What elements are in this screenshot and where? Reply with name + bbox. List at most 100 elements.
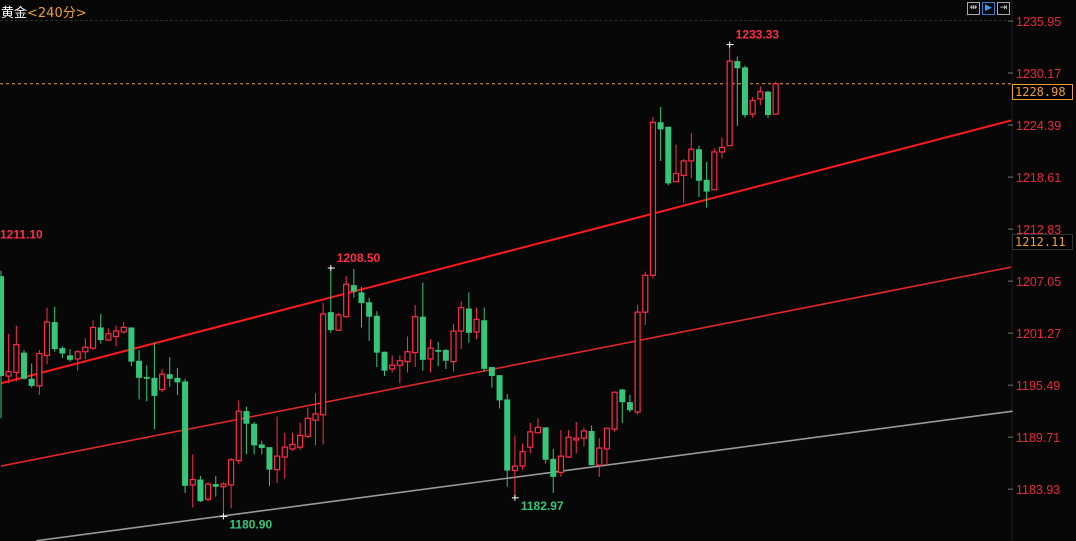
candle <box>59 346 66 359</box>
period-label[interactable]: <240分> <box>27 6 87 21</box>
candle <box>726 44 733 147</box>
candle <box>174 367 181 395</box>
candle <box>112 325 120 347</box>
candle <box>304 407 311 439</box>
candle <box>473 307 480 340</box>
candle <box>657 106 664 161</box>
candle <box>350 268 357 298</box>
candle-body-up <box>304 417 311 437</box>
candle <box>442 349 449 369</box>
candle <box>136 349 143 400</box>
candle <box>580 427 588 447</box>
chart-title: 黄金<240分> <box>1 2 87 21</box>
candle <box>120 322 127 334</box>
candle-body-up <box>603 427 611 450</box>
candle <box>573 421 580 454</box>
play-icon[interactable]: ▶ <box>982 2 995 15</box>
candle-body-up <box>596 447 603 466</box>
candle-body-down <box>151 377 158 396</box>
candle-body-down <box>28 378 35 386</box>
candle <box>36 349 43 395</box>
candle-body-up <box>204 483 212 500</box>
candle <box>158 368 166 393</box>
candle-body-up <box>36 352 43 387</box>
candle <box>0 270 4 419</box>
candle <box>28 363 35 388</box>
y-tick-label: 1212.83 <box>1016 223 1061 237</box>
candle <box>67 349 74 362</box>
candle <box>588 425 595 466</box>
y-tick-label: 1224.39 <box>1016 119 1061 133</box>
cursor-price-box: 1212.11 <box>1012 234 1073 250</box>
candle-body-down <box>488 367 495 377</box>
candle-body-down <box>327 312 334 331</box>
y-tick-label: 1183.93 <box>1016 483 1060 497</box>
candle <box>97 313 104 344</box>
candle-body-up <box>458 307 465 332</box>
trend-line-upper <box>0 119 1012 385</box>
candle <box>565 430 572 458</box>
current-price-box: 1228.98 <box>1012 84 1073 100</box>
candle <box>481 307 488 372</box>
candle <box>243 406 250 455</box>
candle-body-up <box>726 60 733 147</box>
candle-body-down <box>97 327 104 341</box>
candle-body-down <box>136 360 143 378</box>
candle-body-up <box>112 330 120 338</box>
candle-body-up <box>5 370 12 377</box>
candle-body-up <box>580 430 588 439</box>
candle <box>611 391 618 432</box>
fit-range-icon[interactable]: ⇹ <box>967 2 980 15</box>
y-tick-label: 1230.17 <box>1016 67 1061 81</box>
candle <box>327 268 334 333</box>
candle-body-up <box>158 373 166 391</box>
candle-body-up <box>427 347 434 360</box>
candle-body-down <box>143 376 150 379</box>
candle <box>419 282 426 371</box>
candle <box>765 90 771 118</box>
candle-body-down <box>67 355 74 360</box>
candle <box>312 393 319 446</box>
candle <box>5 333 12 384</box>
candle-body-up <box>74 351 81 360</box>
candle-body-up <box>189 478 196 486</box>
candle-body-up <box>711 151 718 191</box>
candle <box>43 307 51 365</box>
candle-body-up <box>289 443 296 450</box>
chart-toolbar: ⇹ ▶ ⇥ <box>967 2 1010 15</box>
candle-body-down <box>381 351 388 371</box>
trend-line-lower <box>36 410 1013 541</box>
candle-body-down <box>619 389 626 403</box>
candle-body-down <box>166 374 173 379</box>
candle-body-down <box>665 126 672 184</box>
candle <box>412 304 419 368</box>
candle-body-down <box>358 292 365 304</box>
candle-body-down <box>695 149 702 181</box>
candle-body-up <box>749 100 756 115</box>
candle-body-up <box>412 316 419 354</box>
trend-line-middle <box>0 266 1012 467</box>
y-tick-label: 1235.95 <box>1016 15 1061 29</box>
low-price-label: 1180.90 <box>229 517 272 531</box>
candle <box>105 328 112 341</box>
candle <box>89 320 97 350</box>
candle-body-down <box>51 322 58 350</box>
candle <box>381 351 388 377</box>
candle-body-down <box>258 444 265 449</box>
symbol-name: 黄金 <box>1 6 28 21</box>
candle <box>212 475 219 497</box>
candle <box>665 126 672 186</box>
candle <box>772 81 779 115</box>
shift-right-icon[interactable]: ⇥ <box>997 2 1010 15</box>
candle-body-down <box>703 179 710 192</box>
candle <box>734 56 741 126</box>
candle-body-down <box>266 447 273 470</box>
candle-body-down <box>212 484 219 487</box>
candle-body-up <box>757 91 764 100</box>
candle-body-down <box>182 381 189 486</box>
candle <box>389 355 396 373</box>
candle <box>542 427 549 464</box>
candle-body-down <box>741 67 748 116</box>
candle <box>496 375 503 409</box>
